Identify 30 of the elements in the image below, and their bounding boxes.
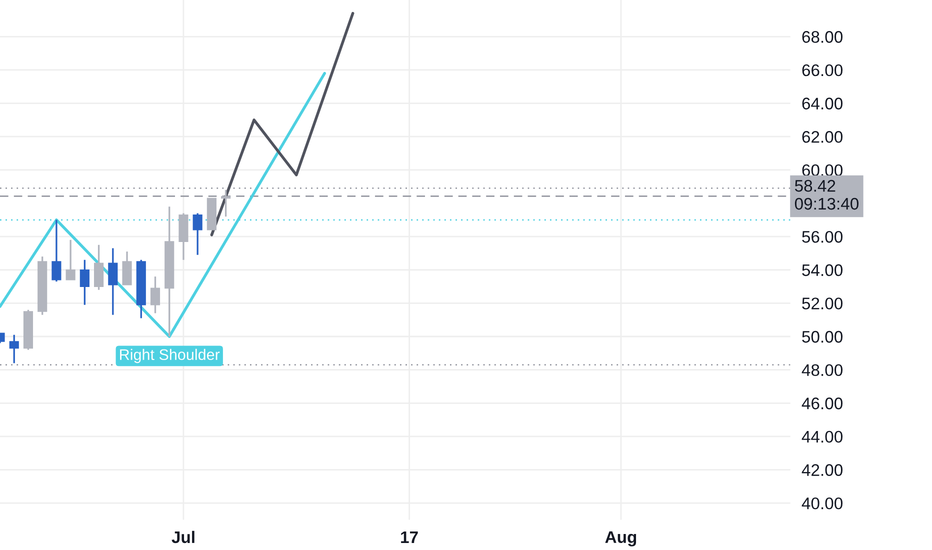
y-tick-label: 54.00 — [802, 264, 842, 276]
y-tick-label: 48.00 — [802, 364, 842, 376]
line-series — [210, 12, 354, 236]
x-tick-label: Jul — [172, 530, 194, 544]
candlestick — [52, 219, 62, 282]
y-tick-label: 64.00 — [802, 98, 842, 110]
y-tick-label: 62.00 — [802, 131, 842, 143]
y-tick-label: 46.00 — [802, 398, 842, 410]
candlestick — [221, 189, 231, 218]
candlestick — [9, 334, 19, 364]
candlestick — [66, 239, 76, 281]
y-tick-label: 44.00 — [802, 430, 842, 443]
annotation: Right Shoulder — [120, 348, 220, 364]
candlestick — [192, 212, 202, 256]
x-tick-label: Aug — [605, 531, 636, 546]
candlestick — [94, 244, 104, 291]
y-tick-label: 40.00 — [802, 497, 842, 510]
y-tick-label: 60.00 — [802, 164, 842, 176]
y-tick-label: 50.00 — [802, 330, 842, 343]
y-tick-label: 56.00 — [802, 230, 842, 243]
y-tick-label: 68.00 — [802, 31, 842, 43]
y-tick-label: 42.00 — [802, 464, 842, 476]
y-tick-label: 52.00 — [802, 298, 842, 310]
ref-line-label: 58.42 09:13:40 — [794, 180, 859, 210]
y-tick-label: 66.00 — [802, 64, 842, 76]
candlestick — [80, 259, 90, 306]
x-tick-label: 17 — [401, 531, 418, 543]
candlestick — [122, 250, 132, 286]
candlestick — [108, 247, 118, 316]
candlestick — [150, 276, 160, 314]
